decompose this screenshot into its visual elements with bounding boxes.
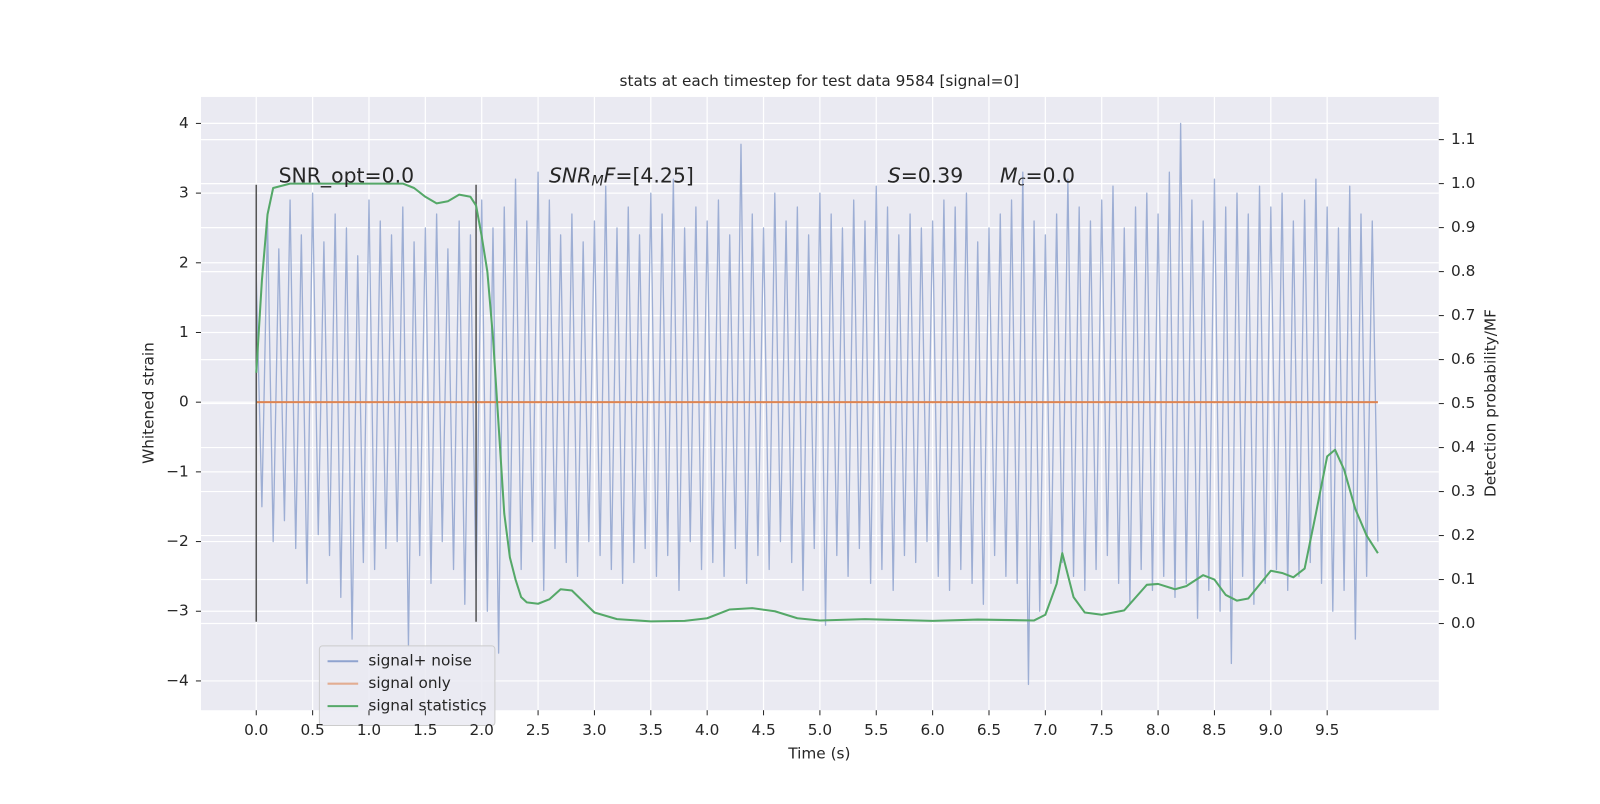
y-tick-label: 0 [179,393,189,411]
y-tick-label: −4 [166,671,189,689]
y2-axis-label: Detection probability/MF [1481,309,1499,497]
x-tick-label: 5.0 [808,721,832,739]
annotation-part: =0.39 [901,164,964,188]
x-tick-label: 7.0 [1033,721,1057,739]
annotation-part: M [1000,164,1018,188]
y2-tick-label: 0.6 [1451,350,1475,368]
x-tick-label: 5.5 [864,721,888,739]
y2-tick-label: 0.0 [1451,614,1475,632]
legend: signal+ noise signal only signal statistic… [318,645,496,727]
x-tick-label: 1.5 [413,721,437,739]
legend-label: signal only [368,674,450,692]
series-line [255,182,1379,623]
y-tick-label: 1 [179,323,189,341]
x-tick-label: 0.0 [244,721,268,739]
y-tick-label: −2 [166,532,189,550]
x-tick-label: 2.5 [526,721,550,739]
x-tick-label: 6.0 [920,721,944,739]
annotation: SNR_opt=0.0 [279,164,415,189]
y2-tick-label: 0.3 [1451,482,1475,500]
x-tick-label: 9.5 [1315,721,1339,739]
legend-box [318,645,496,727]
x-tick-label: 3.0 [582,721,606,739]
y2-tick-label: 0.9 [1451,218,1475,236]
x-tick-label: 1.0 [357,721,381,739]
annotation-part: =0.0 [1025,164,1075,188]
y-tick-label: −3 [166,602,189,620]
annotation-part: M [591,174,603,190]
y2-tick-label: 0.8 [1451,262,1475,280]
annotation: SNRMF=[4.25] [549,164,694,190]
y2-tick-label: 0.5 [1451,394,1475,412]
grid [201,96,1439,711]
y2-tick-label: 0.4 [1451,438,1475,456]
y2-tick-label: 0.7 [1451,306,1475,324]
x-tick-label: 6.5 [977,721,1001,739]
series-line [255,122,1379,686]
annotation: Mc=0.0 [1000,164,1075,190]
x-axis-label: Time (s) [787,745,850,763]
x-tick-label: 3.5 [639,721,663,739]
y-tick-label: 3 [179,184,189,202]
y2-tick-label: 1.0 [1451,174,1475,192]
annotation-part: SNR [549,164,591,188]
annotation-part: =[4.25] [615,164,693,188]
y-tick-label: −1 [166,462,189,480]
x-tick-label: 8.5 [1202,721,1226,739]
x-tick-label: 0.5 [300,721,324,739]
x-tick-label: 9.0 [1259,721,1283,739]
x-tick-label: 4.0 [695,721,719,739]
y-tick-label: 2 [179,253,189,271]
y-axis-label: Whitened strain [139,342,157,464]
x-tick-label: 4.5 [751,721,775,739]
marks [255,122,1379,686]
annotation-part: F [604,164,616,188]
legend-label: signal+ noise [368,652,472,670]
legend-label: signal statistics [368,697,486,715]
x-tick-label: 2.0 [470,721,494,739]
x-tick-label: 7.5 [1090,721,1114,739]
annotation-part: S [888,164,901,188]
annotation-part: c [1018,174,1026,190]
y2-tick-label: 1.1 [1451,130,1475,148]
annotation: S=0.39 [888,164,963,188]
y2-tick-label: 0.2 [1451,526,1475,544]
chart-title: stats at each timestep for test data 958… [620,72,1020,90]
x-tick-label: 8.0 [1146,721,1170,739]
y2-tick-label: 0.1 [1451,570,1475,588]
y-tick-label: 4 [179,114,189,132]
